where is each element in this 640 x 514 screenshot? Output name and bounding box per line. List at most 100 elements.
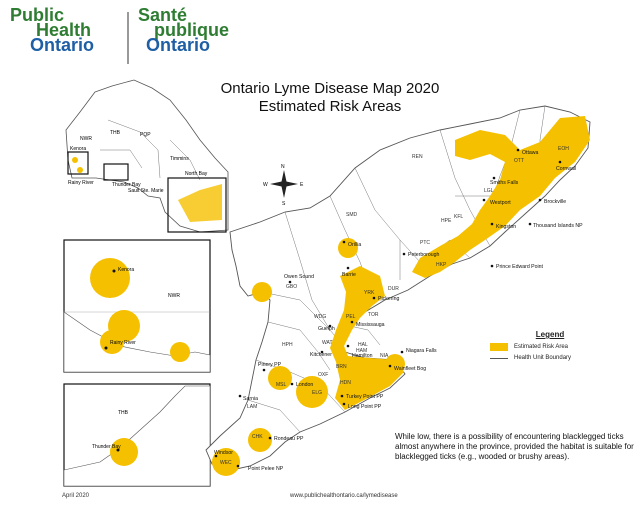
thunder-bay-inset: Thunder Bay THB <box>63 383 211 487</box>
hu-label-lgl: LGL <box>484 188 494 194</box>
dot-windsor <box>214 454 218 458</box>
risk-rainy-river-3 <box>170 342 190 362</box>
hu-label-gbo: GBO <box>286 284 297 290</box>
label-orillia: Orillia <box>348 242 361 248</box>
hu-label-pel: PEL <box>346 314 356 320</box>
southern-ontario-main: REN EOH OTT LGL HPE KFL PTC HKP DUR YRK … <box>205 105 591 476</box>
logo-english: Public Health Ontario <box>10 6 94 54</box>
label-turkey-point: Turkey Point PP <box>346 394 384 400</box>
hu-label-wat: WAT <box>322 340 333 346</box>
label-wainfleet: Wainfleet Bog <box>394 366 426 372</box>
map-title: Ontario Lyme Disease Map 2020 Estimated … <box>195 80 465 116</box>
risk-golden-horseshoe <box>330 266 404 410</box>
label-pickering: Pickering <box>378 296 399 302</box>
boundary-lam <box>247 399 301 433</box>
legend-boundary-line <box>490 357 508 359</box>
label-brockville: Brockville <box>544 199 566 205</box>
inset-south-box <box>167 177 227 233</box>
hu-label-elg: ELG <box>312 390 322 396</box>
hu-label-yrk: YRK <box>364 290 375 296</box>
dot-sarnia <box>238 394 242 398</box>
dot-turkey-point <box>340 394 344 398</box>
dot-guelph <box>328 324 332 328</box>
logo-divider <box>127 12 129 64</box>
dot-prince-edward <box>490 264 494 268</box>
hu-label-oxf: OXF <box>318 372 328 378</box>
label-mississauga: Mississauga <box>356 322 385 328</box>
label-rainy-river: Rainy River <box>110 340 136 346</box>
label-pqp: PQP <box>140 132 151 138</box>
dot-kenora <box>112 269 116 273</box>
dot-wainfleet <box>388 364 392 368</box>
label-thb-inset: THB <box>110 130 121 136</box>
compass-rose: N S E W <box>263 164 304 207</box>
dot-thunder-bay <box>116 448 120 452</box>
dot-pickering <box>372 296 376 300</box>
label-westport: Westport <box>490 200 511 206</box>
hu-label-ham: HAM <box>356 348 367 354</box>
inset-boundary-1 <box>107 119 161 179</box>
kenora-inset: Kenora Rainy River NWR <box>63 239 211 373</box>
public-health-ontario-logo: Public Health Ontario Santé publique Ont… <box>10 6 250 68</box>
dot-point-pelee <box>236 464 240 468</box>
hu-label-ren: REN <box>412 154 423 160</box>
hu-label-chk: CHK <box>252 434 263 440</box>
label-cornwall: Cornwall <box>556 166 576 172</box>
compass-n: N <box>281 164 285 170</box>
label-smiths-falls: Smiths Falls <box>490 180 519 186</box>
risk-bruce <box>252 282 272 302</box>
title-line1: Ontario Lyme Disease Map 2020 <box>220 80 440 97</box>
hu-label-hkp: HKP <box>436 262 447 268</box>
boundary-tor <box>349 325 381 346</box>
footer-url: www.publichealthontario.ca/lymedisease <box>290 493 398 499</box>
dot-thousand-islands <box>528 222 532 226</box>
label-nwr-inset: NWR <box>80 136 92 142</box>
label-peterborough: Peterborough <box>408 252 440 258</box>
legend-risk-row: Estimated Risk Area <box>490 343 610 351</box>
hu-label-msl: MSL <box>276 382 287 388</box>
boundary-ren-west <box>354 167 421 263</box>
dot-kitchener <box>320 350 324 354</box>
hu-label-hph: HPH <box>282 342 293 348</box>
logo-fr-line2: publique <box>154 20 229 40</box>
northern-ontario-inset: NWR THB PQP Kenora Rainy River Thunder B… <box>65 79 229 233</box>
label-kingston: Kingston <box>496 224 516 230</box>
label-kitchener: Kitchener <box>310 352 332 358</box>
dot-peterborough <box>402 252 406 256</box>
hu-label-lam: LAM <box>247 404 257 410</box>
label-kenora: Kenora <box>118 267 134 273</box>
dot-niagara-falls <box>400 350 404 354</box>
hu-label-eoh: EOH <box>558 146 569 152</box>
inset-boundary-2 <box>100 149 143 169</box>
label-kenora-inset: Kenora <box>70 146 86 152</box>
hu-label-hdn: HDN <box>340 380 351 386</box>
legend-boundary-row: Health Unit Boundary <box>490 355 610 361</box>
risk-areas <box>212 116 590 476</box>
label-pinery: Pinery PP <box>258 362 282 368</box>
compass-e: E <box>300 182 304 188</box>
label-niagara-falls: Niagara Falls <box>406 348 437 354</box>
inset-thunder-bay-box <box>103 163 129 181</box>
label-sault: Sault Ste. Marie <box>128 188 164 194</box>
hu-label-hpe: HPE <box>441 218 452 224</box>
footer-date: April 2020 <box>62 493 90 499</box>
risk-kenora <box>90 258 130 298</box>
boundary-hph <box>267 321 331 371</box>
dot-mississauga <box>350 320 354 324</box>
map-legend: Legend Estimated Risk Area Health Unit B… <box>490 330 610 365</box>
logo-fr-line3: Ontario <box>146 35 211 55</box>
dot-barrie <box>346 266 350 270</box>
label-long-point: Long Point PP <box>348 404 382 410</box>
hu-label-brn: BRN <box>336 364 347 370</box>
hu-label-wdg: WDG <box>314 314 326 320</box>
risk-eastern-ontario <box>412 116 590 278</box>
city-labels: Ottawa Cornwall Smiths Falls Westport Br… <box>214 150 583 472</box>
risk-windsor-pelee <box>212 448 240 476</box>
label-guelph: Guelph <box>318 326 335 332</box>
risk-pinery <box>268 366 292 390</box>
inset-kenora-box <box>67 151 89 175</box>
dot-pinery <box>262 368 266 372</box>
hu-label-smd: SMD <box>346 212 358 218</box>
label-ottawa: Ottawa <box>522 150 539 156</box>
hu-label-nia: NIA <box>380 353 389 359</box>
